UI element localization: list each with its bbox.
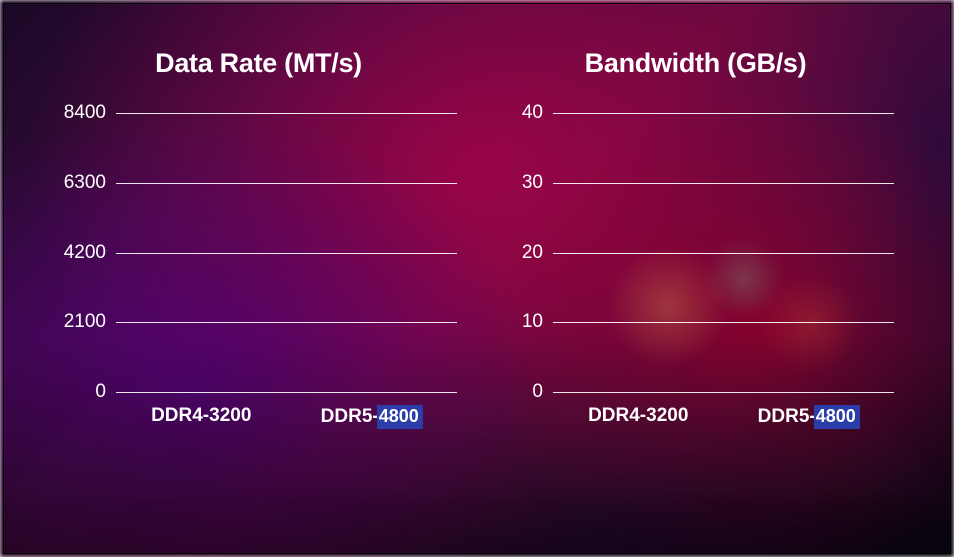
y-axis-tick: 0 [532, 381, 553, 403]
y-axis-tick: 10 [522, 311, 553, 333]
chart-title: Data Rate (MT/s) [60, 48, 457, 79]
bandwidth-chart: Bandwidth (GB/s) 010203040 DDR4-3200DDR5… [497, 90, 894, 417]
charts-container: Data Rate (MT/s) 02100420063008400 DDR4-… [0, 0, 954, 557]
x-label-text: DDR4-3200 [588, 405, 688, 427]
bars: DDR4-3200DDR5-4800 [553, 114, 894, 393]
x-axis-label: DDR5-4800 [321, 405, 423, 429]
x-axis-label: DDR4-3200 [588, 405, 688, 427]
y-axis-tick: 20 [522, 242, 553, 264]
y-axis-tick: 0 [95, 381, 116, 403]
label-badge: 4800 [377, 405, 423, 429]
y-axis-tick: 40 [522, 102, 553, 124]
data-rate-chart: Data Rate (MT/s) 02100420063008400 DDR4-… [60, 90, 457, 417]
bars: DDR4-3200DDR5-4800 [116, 114, 457, 393]
x-label-text: DDR4-3200 [151, 405, 251, 427]
x-axis-label: DDR5-4800 [758, 405, 860, 429]
y-axis-tick: 8400 [64, 102, 116, 124]
plot-area: 010203040 DDR4-3200DDR5-4800 [553, 114, 894, 393]
chart-title: Bandwidth (GB/s) [497, 48, 894, 79]
y-axis-tick: 6300 [64, 172, 116, 194]
y-axis-tick: 2100 [64, 311, 116, 333]
label-badge: 4800 [814, 405, 860, 429]
x-label-text: DDR5- [758, 406, 816, 428]
y-axis-tick: 30 [522, 172, 553, 194]
x-axis-label: DDR4-3200 [151, 405, 251, 427]
x-label-text: DDR5- [321, 406, 379, 428]
plot-area: 02100420063008400 DDR4-3200DDR5-4800 [116, 114, 457, 393]
y-axis-tick: 4200 [64, 242, 116, 264]
